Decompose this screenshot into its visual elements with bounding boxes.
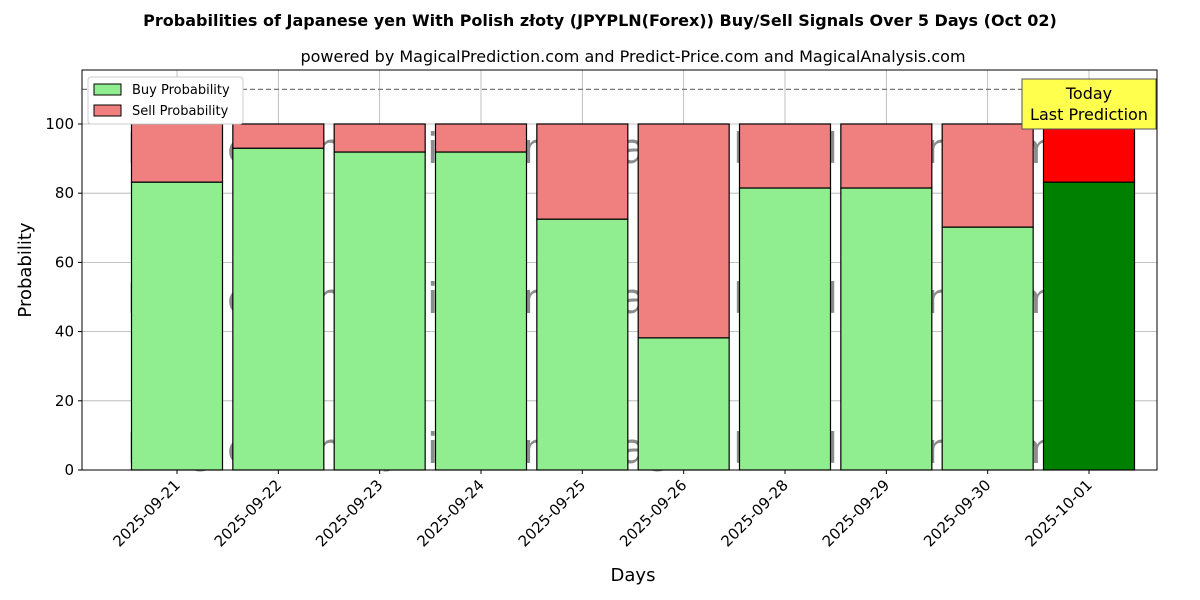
bar-sell bbox=[941, 123, 1034, 228]
bar-buy bbox=[941, 226, 1034, 471]
bar-buy bbox=[536, 218, 629, 471]
bar-buy bbox=[1042, 181, 1136, 471]
bar-buy bbox=[130, 181, 224, 471]
bars bbox=[130, 123, 1136, 471]
plot-frame bbox=[81, 69, 1158, 471]
bar-sell bbox=[434, 123, 528, 153]
y-tick-label: 40 bbox=[55, 323, 74, 341]
annotation-line2: Last Prediction bbox=[1030, 105, 1148, 124]
bar-sell bbox=[536, 123, 629, 220]
x-tick-label: 2025-10-01 bbox=[1021, 476, 1095, 550]
y-axis-label: Probability bbox=[15, 222, 36, 317]
chart-title: Probabilities of Japanese yen With Polis… bbox=[143, 11, 1057, 30]
bar-sell bbox=[840, 123, 933, 189]
bar-buy bbox=[232, 147, 325, 471]
bar-buy bbox=[840, 187, 933, 471]
y-tick-label: 100 bbox=[45, 115, 74, 133]
y-ticks: 0 20 40 60 80 100 bbox=[45, 115, 82, 479]
legend-label-sell: Sell Probability bbox=[132, 104, 229, 119]
x-tick-label: 2025-09-30 bbox=[920, 476, 994, 550]
bar-sell bbox=[333, 123, 426, 153]
bar-buy bbox=[434, 151, 528, 471]
bar-sell bbox=[232, 123, 325, 149]
legend-swatch-sell bbox=[93, 104, 122, 117]
y-tick-label: 0 bbox=[64, 461, 74, 479]
bar-sell bbox=[738, 123, 832, 189]
x-tick-label: 2025-09-22 bbox=[211, 476, 285, 550]
x-tick-label: 2025-09-26 bbox=[616, 476, 690, 550]
x-tick-label: 2025-09-29 bbox=[819, 476, 893, 550]
x-tick-label: 2025-09-25 bbox=[515, 476, 589, 550]
x-tick-label: 2025-09-23 bbox=[312, 476, 386, 550]
y-tick-label: 20 bbox=[55, 392, 74, 410]
y-tick-label: 60 bbox=[55, 253, 74, 271]
x-tick-label: 2025-09-21 bbox=[109, 476, 183, 550]
legend: Buy Probability Sell Probability bbox=[87, 76, 244, 125]
annotation-line1: Today bbox=[1065, 84, 1112, 103]
chart-subtitle: powered by MagicalPrediction.com and Pre… bbox=[300, 47, 965, 66]
bar-sell bbox=[130, 123, 224, 183]
x-axis-label: Days bbox=[611, 565, 656, 586]
bar-sell bbox=[637, 123, 730, 339]
x-tick-label: 2025-09-24 bbox=[413, 476, 487, 550]
bar-sell bbox=[1042, 123, 1136, 183]
legend-swatch-buy bbox=[93, 83, 122, 96]
x-ticks: 2025-09-21 2025-09-22 2025-09-23 2025-09-24… bbox=[109, 470, 1096, 550]
x-tick-label: 2025-09-28 bbox=[717, 476, 791, 550]
annotation-box: Today Last Prediction bbox=[1021, 78, 1157, 130]
bar-buy bbox=[333, 151, 426, 471]
bar-buy bbox=[637, 337, 730, 471]
legend-label-buy: Buy Probability bbox=[132, 83, 230, 98]
y-tick-label: 80 bbox=[55, 184, 74, 202]
bar-buy bbox=[738, 187, 832, 471]
